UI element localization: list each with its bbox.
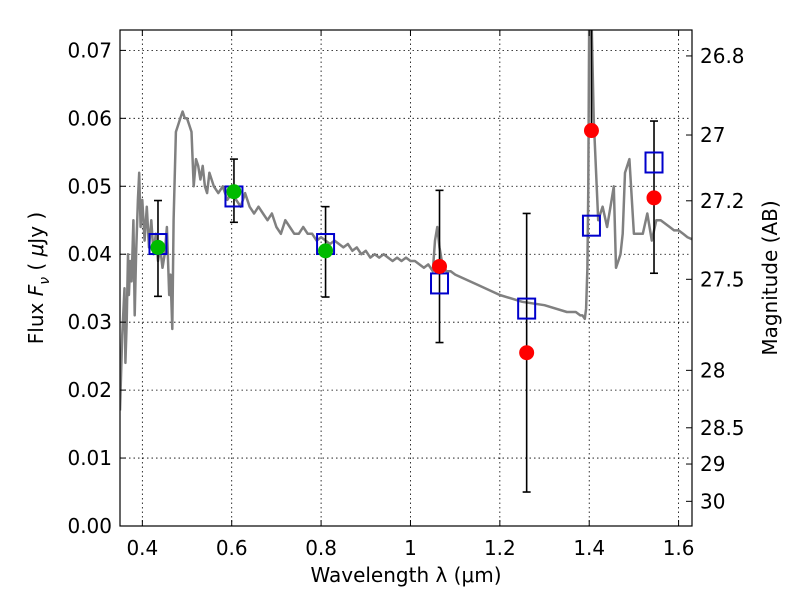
y2-tick-label: 29 (700, 452, 725, 476)
observed-points-layer (150, 123, 662, 361)
model-band-marker (517, 297, 537, 320)
x-tick-label: 1 (404, 536, 417, 560)
observed-point (432, 258, 448, 274)
x-tick-label: 0.6 (216, 536, 248, 560)
x-axis-ticks: 0.4 0.6 0.8 1 1.2 1.4 1.6 (126, 30, 695, 560)
y2-axis-ticks: 26.8 27 27.2 27.5 28 28.5 29 30 (686, 44, 745, 513)
y-tick-label: 0.03 (67, 310, 112, 334)
y-axis-ticks: 0.00 0.01 0.02 0.03 0.04 0.05 0.06 0.07 (67, 38, 126, 538)
observed-point (583, 123, 599, 139)
x-tick-label: 0.4 (126, 536, 158, 560)
y2-tick-label: 28.5 (700, 416, 745, 440)
observed-point (519, 345, 535, 361)
y-tick-label: 0.01 (67, 446, 112, 470)
observed-point (646, 190, 662, 206)
plot-frame (119, 29, 693, 527)
model-band-marker (581, 214, 601, 237)
y2-tick-label: 28 (700, 358, 725, 382)
y2-tick-label: 27.5 (700, 267, 745, 291)
observed-point (226, 184, 242, 200)
y2-tick-label: 26.8 (700, 44, 745, 68)
y-tick-label: 0.07 (67, 38, 112, 62)
observed-point (318, 243, 334, 259)
model-spectrum-line (120, 30, 692, 411)
error-bars-layer (153, 30, 659, 493)
observed-point (150, 239, 166, 255)
y-tick-label: 0.04 (67, 242, 112, 266)
y2-tick-label: 27.2 (700, 189, 745, 213)
x-axis-title: Wavelength λ (μm) (310, 563, 501, 587)
grid-lines (120, 30, 692, 527)
y2-tick-label: 27 (700, 123, 725, 147)
x-tick-label: 1.4 (573, 536, 605, 560)
y2-axis-title: Magnitude (AB) (758, 200, 782, 355)
y-tick-label: 0.05 (67, 174, 112, 198)
x-tick-label: 0.8 (305, 536, 337, 560)
y-tick-label: 0.00 (67, 514, 112, 538)
y-axis-title: Flux Fν ( μJy ) (24, 212, 53, 344)
y2-tick-label: 30 (700, 489, 725, 513)
model-band-marker (644, 151, 664, 174)
y-tick-label: 0.06 (67, 106, 112, 130)
y-tick-label: 0.02 (67, 378, 112, 402)
x-tick-label: 1.2 (484, 536, 516, 560)
x-tick-label: 1.6 (663, 536, 695, 560)
model-spectrum-layer (120, 30, 692, 411)
